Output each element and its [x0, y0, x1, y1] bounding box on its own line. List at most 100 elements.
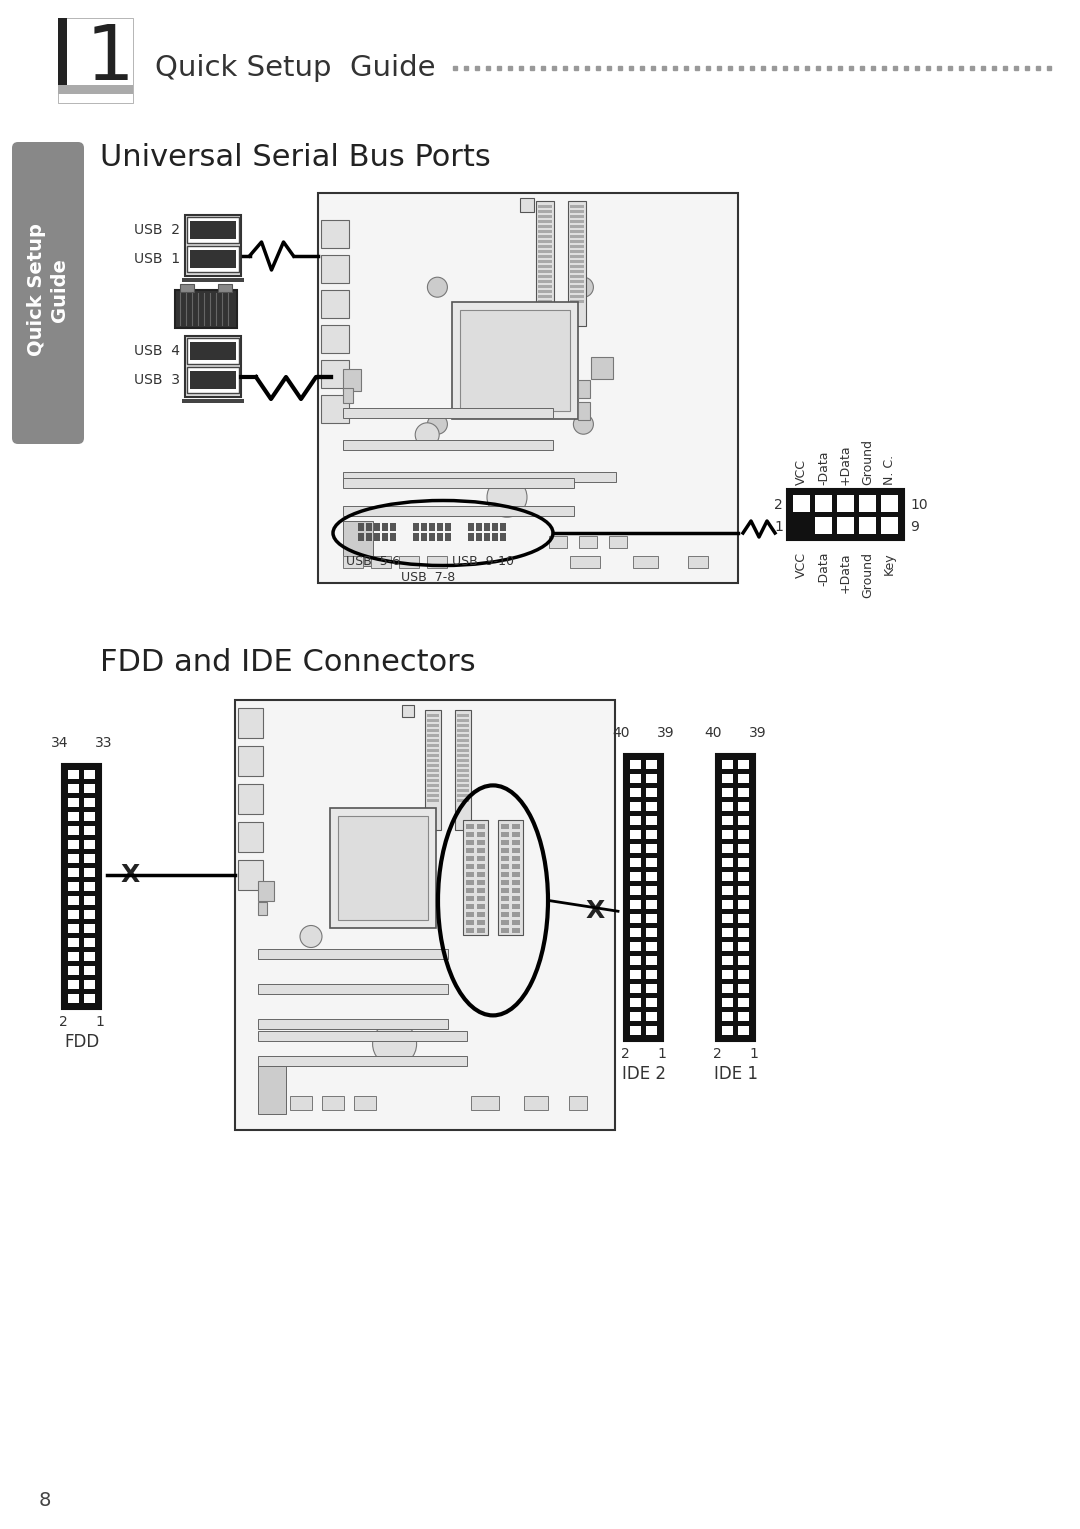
- Bar: [646, 760, 657, 769]
- Bar: [84, 784, 95, 794]
- Bar: [646, 872, 657, 881]
- Bar: [549, 537, 567, 549]
- Bar: [579, 537, 597, 549]
- Bar: [630, 985, 642, 992]
- Bar: [539, 225, 552, 228]
- Bar: [258, 985, 448, 994]
- Bar: [457, 778, 469, 781]
- Bar: [84, 771, 95, 778]
- Bar: [374, 534, 380, 541]
- Bar: [427, 764, 438, 768]
- Bar: [457, 784, 469, 787]
- Bar: [501, 864, 509, 870]
- Bar: [787, 489, 904, 540]
- Bar: [468, 523, 474, 531]
- Bar: [723, 942, 733, 951]
- Text: 39: 39: [750, 726, 767, 740]
- Bar: [630, 872, 642, 881]
- Text: 1: 1: [95, 1015, 104, 1029]
- Bar: [539, 216, 552, 219]
- Bar: [570, 216, 584, 219]
- Bar: [465, 864, 474, 870]
- Bar: [738, 985, 750, 992]
- Circle shape: [300, 925, 322, 948]
- Bar: [630, 803, 642, 810]
- Bar: [738, 830, 750, 839]
- Bar: [539, 260, 552, 263]
- Bar: [498, 821, 523, 936]
- Bar: [630, 928, 642, 937]
- Bar: [457, 729, 469, 732]
- Bar: [723, 885, 733, 894]
- Bar: [235, 700, 615, 1130]
- Bar: [318, 193, 738, 583]
- Bar: [258, 1066, 286, 1113]
- Bar: [539, 255, 552, 258]
- Bar: [646, 1012, 657, 1021]
- Text: Universal Serial Bus Ports: Universal Serial Bus Ports: [100, 144, 490, 171]
- Bar: [437, 523, 443, 531]
- Bar: [258, 1096, 280, 1110]
- Circle shape: [487, 477, 527, 517]
- Bar: [501, 896, 509, 902]
- Text: USB  4: USB 4: [134, 344, 180, 358]
- Bar: [646, 1026, 657, 1035]
- Bar: [646, 816, 657, 826]
- Bar: [738, 928, 750, 937]
- Bar: [457, 745, 469, 748]
- Bar: [570, 209, 584, 213]
- Bar: [190, 251, 237, 268]
- Bar: [465, 824, 474, 829]
- Bar: [723, 956, 733, 965]
- Text: IDE 2: IDE 2: [621, 1066, 665, 1083]
- Bar: [476, 534, 482, 541]
- Bar: [445, 534, 451, 541]
- Bar: [646, 928, 657, 937]
- Bar: [716, 754, 755, 1041]
- Bar: [460, 310, 570, 411]
- Bar: [539, 229, 552, 232]
- Bar: [630, 830, 642, 839]
- Bar: [465, 913, 474, 917]
- Bar: [343, 506, 575, 515]
- Bar: [477, 856, 485, 861]
- Bar: [68, 980, 79, 989]
- Bar: [630, 901, 642, 910]
- Bar: [569, 1096, 588, 1110]
- Text: VCC: VCC: [795, 459, 808, 485]
- Bar: [630, 760, 642, 769]
- Bar: [630, 816, 642, 826]
- Bar: [357, 523, 364, 531]
- Bar: [457, 725, 469, 726]
- Bar: [457, 800, 469, 803]
- Text: 2: 2: [774, 498, 783, 512]
- Bar: [457, 739, 469, 742]
- Bar: [738, 942, 750, 951]
- Bar: [630, 858, 642, 867]
- Bar: [382, 534, 388, 541]
- Bar: [570, 284, 584, 287]
- Bar: [512, 832, 519, 838]
- Bar: [427, 794, 438, 797]
- Bar: [457, 764, 469, 768]
- Text: 1: 1: [774, 520, 783, 534]
- Bar: [457, 758, 469, 761]
- Text: 10: 10: [910, 498, 928, 512]
- Bar: [477, 896, 485, 902]
- Bar: [738, 872, 750, 881]
- Bar: [738, 969, 750, 979]
- Bar: [500, 523, 507, 531]
- Bar: [427, 719, 438, 722]
- Bar: [539, 240, 552, 243]
- Bar: [646, 787, 657, 797]
- Bar: [68, 882, 79, 891]
- Bar: [501, 849, 509, 853]
- Bar: [465, 896, 474, 902]
- Bar: [738, 858, 750, 867]
- Circle shape: [428, 277, 447, 297]
- Bar: [570, 300, 584, 303]
- Bar: [68, 771, 79, 778]
- Bar: [723, 998, 733, 1008]
- Bar: [427, 725, 438, 726]
- Bar: [421, 523, 427, 531]
